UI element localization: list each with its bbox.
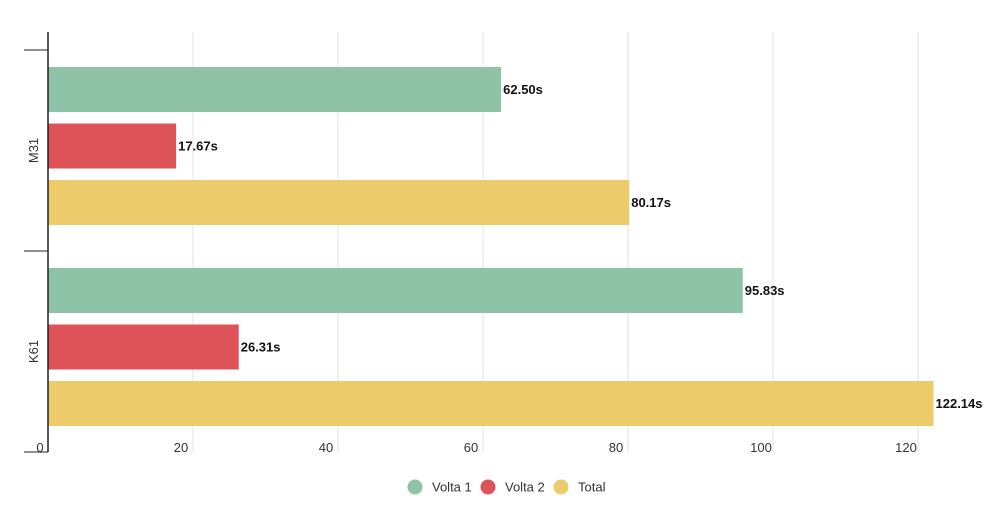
x-tick-label: 20 xyxy=(174,440,188,455)
category-label: K61 xyxy=(26,340,41,363)
data-label: 17.67s xyxy=(178,139,218,154)
bar-volta-1-k61 xyxy=(48,268,743,313)
x-tick-label: 80 xyxy=(609,440,623,455)
legend-label: Volta 1 xyxy=(432,480,472,495)
data-label: 26.31s xyxy=(241,340,281,355)
bar-volta-1-m31 xyxy=(48,67,502,112)
bar-volta-2-m31 xyxy=(48,123,177,169)
x-tick-label: 100 xyxy=(750,440,772,455)
data-label: 122.14s xyxy=(936,396,983,411)
category-label: M31 xyxy=(26,138,41,163)
x-tick-label: 40 xyxy=(319,440,333,455)
legend-marker-total xyxy=(553,479,569,495)
legend-marker-volta-2 xyxy=(480,479,496,495)
data-label: 95.83s xyxy=(745,283,785,298)
x-tick-label: 120 xyxy=(895,440,917,455)
legend-label: Total xyxy=(578,480,606,495)
legend: Volta 1 Volta 2 Total xyxy=(407,479,606,495)
data-label: 62.50s xyxy=(503,82,543,97)
legend-marker-volta-1 xyxy=(407,479,423,495)
x-tick-label: 0 xyxy=(36,440,43,455)
x-tick-label: 60 xyxy=(464,440,478,455)
bar-total-m31 xyxy=(48,180,630,225)
bar-volta-2-k61 xyxy=(48,324,239,370)
legend-label: Volta 2 xyxy=(505,480,545,495)
labels: 0 20 40 60 80 100 120 62.50s 17.67s 80.17s M31 95.8… xyxy=(26,82,983,455)
data-label: 80.17s xyxy=(631,195,671,210)
bars xyxy=(48,67,934,426)
axes xyxy=(24,32,49,453)
bar-total-k61 xyxy=(48,381,934,426)
